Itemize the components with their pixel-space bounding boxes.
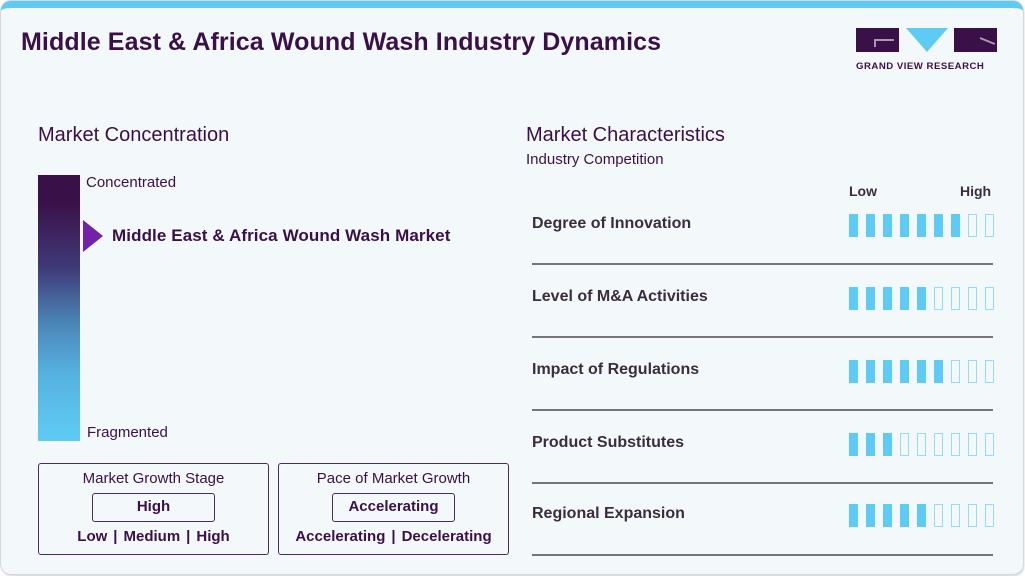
rating-segment-empty [968, 504, 977, 527]
characteristic-row: Product Substitutes [532, 425, 994, 498]
market-growth-stage-value: High [92, 493, 215, 522]
characteristic-row: Regional Expansion [532, 496, 994, 569]
row-divider [532, 554, 993, 556]
row-divider [532, 409, 993, 411]
pace-of-market-growth-value: Accelerating [332, 493, 455, 522]
rating-segment-empty [968, 360, 977, 383]
characteristic-label: Regional Expansion [532, 505, 685, 522]
rating-segment-filled [900, 504, 909, 527]
rating-segment-empty [985, 360, 994, 383]
rating-segment-filled [934, 214, 943, 237]
market-growth-stage-box: Market Growth Stage High Low | Medium | High [38, 463, 269, 555]
option-low: Low [77, 528, 108, 545]
rating-segment-empty [934, 504, 943, 527]
scale-high-label: High [960, 183, 992, 199]
separator: | [113, 528, 118, 545]
rating-bars [849, 214, 994, 237]
market-growth-stage-title: Market Growth Stage [82, 470, 225, 487]
characteristic-row: Level of M&A Activities [532, 279, 994, 352]
rating-segment-empty [951, 433, 960, 456]
rating-segment-filled [934, 360, 943, 383]
row-divider [532, 482, 993, 484]
rating-segment-filled [883, 287, 892, 310]
logo-v-triangle-icon [906, 28, 948, 52]
separator: | [186, 528, 191, 545]
rating-segment-filled [900, 360, 909, 383]
rating-bars [849, 504, 994, 527]
market-growth-stage-options: Low | Medium | High [39, 528, 268, 545]
rating-segment-empty [951, 360, 960, 383]
rating-segment-filled [866, 287, 875, 310]
concentrated-label: Concentrated [86, 174, 177, 191]
industry-competition-subtitle: Industry Competition [526, 151, 664, 168]
rating-segment-filled [951, 214, 960, 237]
rating-segment-filled [866, 433, 875, 456]
rating-segment-filled [866, 214, 875, 237]
characteristic-label: Product Substitutes [532, 434, 685, 451]
rating-segment-filled [917, 360, 926, 383]
concentration-gradient-bar [38, 175, 80, 441]
rating-segment-filled [917, 214, 926, 237]
characteristic-row: Impact of Regulations [532, 352, 994, 425]
market-concentration-title: Market Concentration [38, 124, 230, 146]
rating-segment-filled [866, 504, 875, 527]
pace-of-market-growth-options: Accelerating | Decelerating [279, 528, 508, 545]
characteristic-label: Degree of Innovation [532, 215, 692, 232]
rating-segment-filled [883, 214, 892, 237]
rating-segment-filled [900, 287, 909, 310]
rating-segment-empty [985, 214, 994, 237]
pace-of-market-growth-box: Pace of Market Growth Accelerating Accel… [278, 463, 509, 555]
option-decelerating: Decelerating [401, 528, 492, 545]
rating-segment-filled [849, 433, 858, 456]
row-divider [532, 336, 993, 338]
page-title: Middle East & Africa Wound Wash Industry… [21, 28, 662, 56]
rating-segment-empty [985, 504, 994, 527]
logo-text: GRAND VIEW RESEARCH [856, 61, 985, 72]
rating-segment-empty [900, 433, 909, 456]
option-accelerating: Accelerating [295, 528, 386, 545]
rating-segment-empty [968, 287, 977, 310]
rating-segment-filled [883, 433, 892, 456]
rating-segment-filled [917, 287, 926, 310]
triangle-right-icon [83, 220, 103, 252]
fragmented-label: Fragmented [87, 424, 168, 441]
characteristic-label: Impact of Regulations [532, 361, 700, 378]
logo-g-block-icon [856, 28, 899, 52]
rating-bars [849, 287, 994, 310]
rating-segment-empty [968, 214, 977, 237]
market-marker-label: Middle East & Africa Wound Wash Market [112, 226, 451, 245]
grand-view-research-logo: GRAND VIEW RESEARCH [854, 28, 1000, 78]
rating-bars [849, 433, 994, 456]
rating-segment-filled [883, 504, 892, 527]
logo-mark-icon [854, 28, 1000, 54]
row-divider [532, 263, 993, 265]
characteristic-row: Degree of Innovation [532, 206, 994, 279]
rating-segment-empty [951, 287, 960, 310]
characteristic-label: Level of M&A Activities [532, 288, 708, 305]
rating-segment-empty [917, 433, 926, 456]
rating-segment-filled [849, 214, 858, 237]
rating-segment-empty [934, 433, 943, 456]
pace-of-market-growth-title: Pace of Market Growth [316, 470, 471, 487]
rating-segment-filled [849, 287, 858, 310]
rating-segment-empty [968, 433, 977, 456]
rating-segment-empty [985, 287, 994, 310]
rating-segment-filled [849, 504, 858, 527]
scale-low-label: Low [849, 183, 877, 199]
rating-segment-filled [917, 504, 926, 527]
rating-segment-empty [951, 504, 960, 527]
option-medium: Medium [123, 528, 181, 545]
rating-segment-filled [883, 360, 892, 383]
rating-bars [849, 360, 994, 383]
rating-segment-filled [900, 214, 909, 237]
option-high: High [196, 528, 230, 545]
rating-segment-empty [985, 433, 994, 456]
rating-segment-filled [866, 360, 875, 383]
logo-r-block-icon [954, 28, 997, 52]
market-characteristics-title: Market Characteristics [526, 124, 725, 146]
separator: | [391, 528, 396, 545]
rating-segment-filled [849, 360, 858, 383]
rating-segment-empty [934, 287, 943, 310]
